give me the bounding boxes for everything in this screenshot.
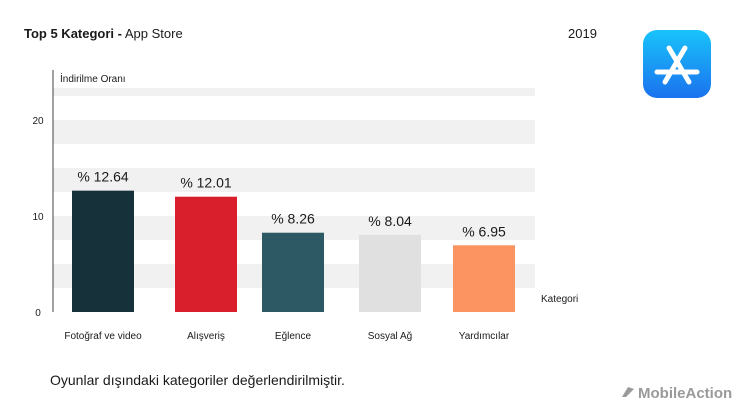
y-tick-label: 10	[32, 212, 44, 223]
year-label: 2019	[568, 26, 597, 41]
data-label-5: % 6.95	[462, 223, 506, 239]
chart-title-bold: Top 5 Kategori -	[24, 26, 122, 41]
y-tick-label: 0	[35, 308, 41, 319]
bar-5	[453, 245, 515, 312]
bar-3	[262, 232, 324, 312]
grid-band	[53, 168, 535, 192]
data-label-3: % 8.26	[271, 211, 315, 227]
brand-logo: MobileAction	[620, 385, 732, 402]
footnote: Oyunlar dışındaki kategoriler değerlendi…	[50, 372, 345, 388]
x-axis-label: Kategori	[541, 294, 578, 305]
chart-title-rest: App Store	[121, 26, 183, 41]
data-label-4: % 8.04	[368, 213, 412, 229]
brand-name: MobileAction	[638, 385, 733, 402]
chart-title: Top 5 Kategori - App Store	[24, 26, 183, 41]
y-axis-label: İndirilme Oranı	[60, 72, 126, 85]
category-label-1: Fotoğraf ve video	[64, 331, 142, 342]
grid-band	[53, 88, 535, 96]
app-store-icon	[654, 45, 700, 85]
bar-2	[175, 196, 237, 312]
category-label-3: Eğlence	[275, 331, 312, 342]
y-tick-label: 20	[32, 116, 44, 127]
category-label-5: Yardımcılar	[459, 331, 510, 342]
grid-band	[53, 120, 535, 144]
bar-chart: İndirilme Oranı 0 10 20 Kategori % 12.64 Fotoğ…	[32, 70, 578, 342]
category-label-4: Sosyal Ağ	[368, 331, 412, 342]
category-label-2: Alışveriş	[187, 331, 225, 342]
rocket-icon	[622, 387, 634, 397]
app-store-logo	[643, 30, 711, 98]
data-label-1: % 12.64	[77, 169, 129, 185]
bar-1	[72, 190, 134, 312]
data-label-2: % 12.01	[180, 175, 232, 191]
bar-4	[359, 234, 421, 312]
